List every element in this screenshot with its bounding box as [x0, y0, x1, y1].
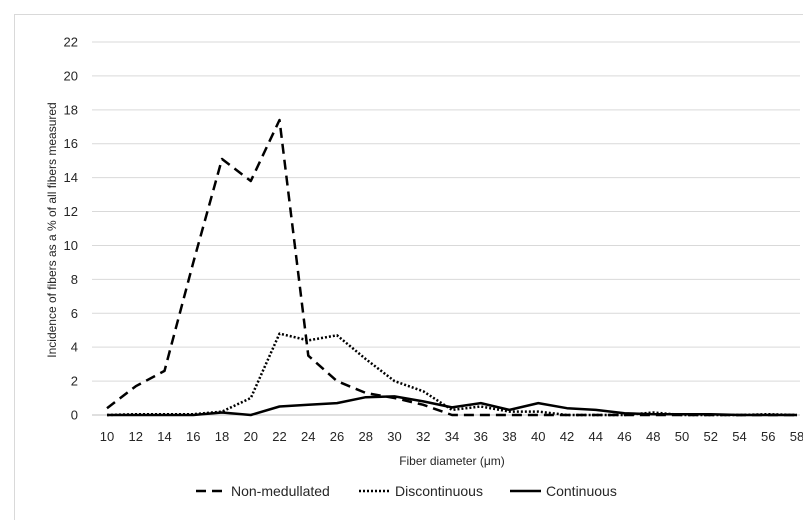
y-tick-label: 2	[71, 374, 78, 389]
x-tick-label: 10	[100, 429, 114, 444]
x-tick-label: 18	[215, 429, 229, 444]
x-tick-label: 32	[416, 429, 430, 444]
y-tick-label: 16	[64, 136, 78, 151]
x-tick-label: 44	[589, 429, 603, 444]
gridlines	[92, 41, 800, 416]
y-tick-label: 10	[64, 238, 78, 253]
y-tick-label: 4	[71, 340, 78, 355]
x-tick-label: 14	[157, 429, 171, 444]
y-tick-label: 14	[64, 170, 78, 185]
x-tick-label: 36	[474, 429, 488, 444]
y-tick-label: 0	[71, 408, 78, 423]
series-line-continuous	[107, 395, 797, 417]
x-tick-label: 54	[732, 429, 746, 444]
x-tick-label: 48	[646, 429, 660, 444]
series-line-discontinuous	[106, 332, 798, 417]
y-tick-label: 8	[71, 272, 78, 287]
x-tick-label: 58	[790, 429, 803, 444]
x-tick-label: 12	[129, 429, 143, 444]
x-tick-label: 40	[531, 429, 545, 444]
x-axis-ticks: 10 12 14 16 18 20 22 24 26 28 30 32 34 36 38 40 42 44 46 48…	[100, 429, 803, 444]
y-tick-label: 6	[71, 306, 78, 321]
legend: Non-medullated Discontinuous Continuous	[196, 483, 617, 499]
x-tick-label: 50	[675, 429, 689, 444]
legend-label: Discontinuous	[395, 483, 483, 499]
y-tick-label: 22	[64, 35, 78, 50]
x-tick-label: 34	[445, 429, 459, 444]
legend-label: Non-medullated	[231, 483, 330, 499]
x-tick-label: 22	[272, 429, 286, 444]
x-tick-label: 24	[301, 429, 315, 444]
x-tick-label: 16	[186, 429, 200, 444]
x-tick-label: 56	[761, 429, 775, 444]
y-tick-label: 18	[64, 102, 78, 117]
y-tick-label: 12	[64, 204, 78, 219]
x-tick-label: 26	[330, 429, 344, 444]
x-tick-label: 52	[704, 429, 718, 444]
y-tick-label: 20	[64, 68, 78, 83]
x-tick-label: 46	[617, 429, 631, 444]
series-line-non-medullated	[106, 118, 797, 417]
x-tick-label: 42	[560, 429, 574, 444]
legend-label: Continuous	[546, 483, 617, 499]
x-axis-title: Fiber diameter (μm)	[399, 454, 505, 468]
x-tick-label: 20	[244, 429, 258, 444]
series-lines	[106, 118, 798, 417]
x-tick-label: 38	[502, 429, 516, 444]
chart-area	[14, 14, 803, 520]
x-tick-label: 28	[359, 429, 373, 444]
y-axis-title: Incidence of fibers as a % of all fibers…	[45, 102, 59, 357]
y-axis-ticks: 0 2 4 6 8 10 12 14 16 18 20 22	[64, 35, 78, 423]
x-tick-label: 30	[387, 429, 401, 444]
